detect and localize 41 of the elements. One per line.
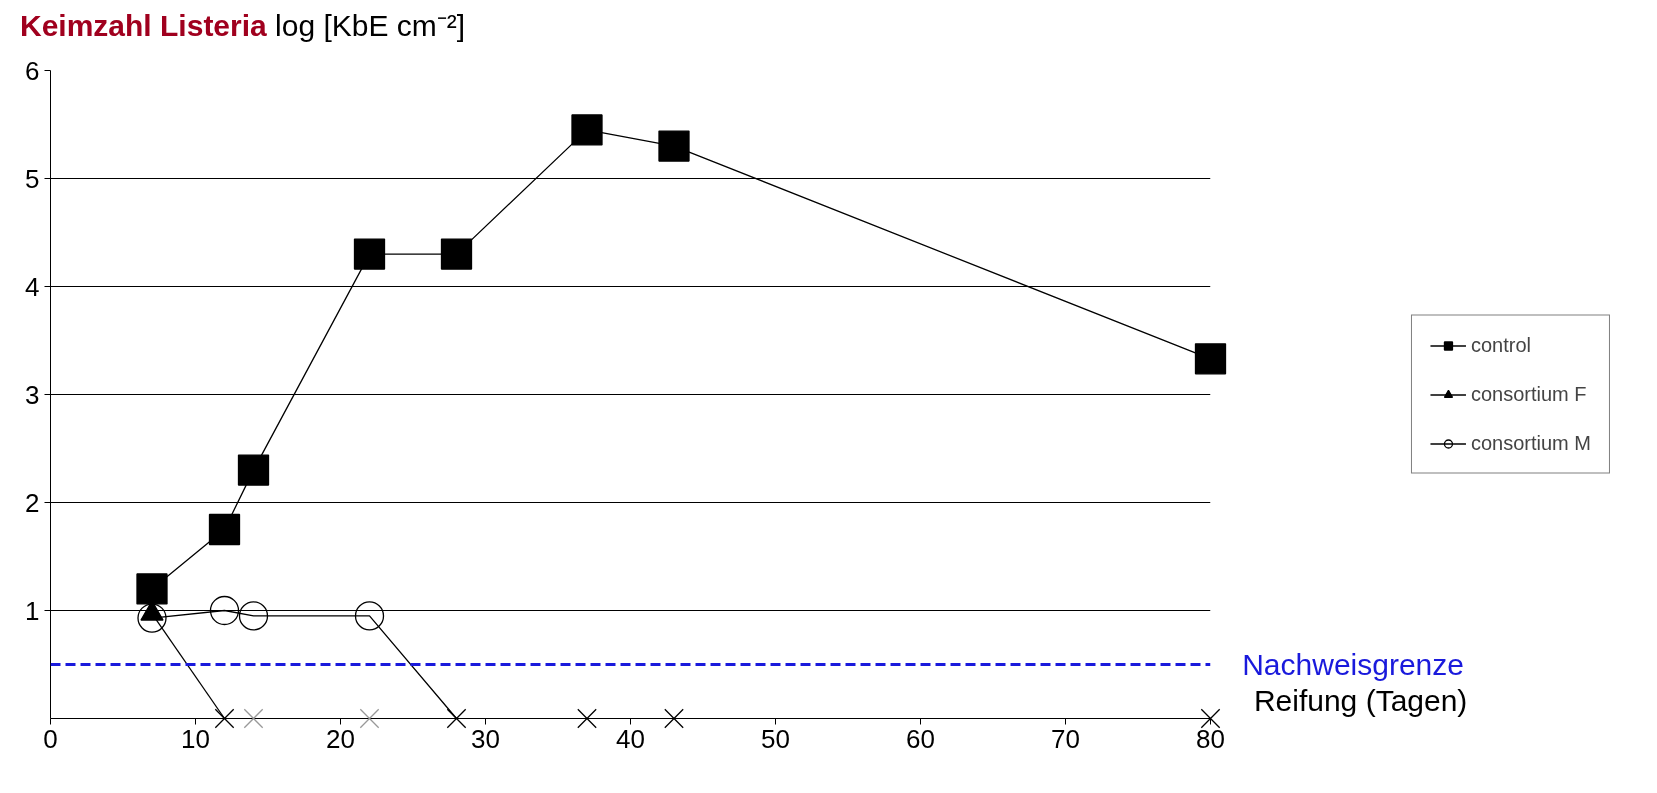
x-tick-label: 60 (906, 723, 935, 754)
y-tick-label: 2 (25, 487, 40, 518)
point (1194, 343, 1227, 375)
ref-line-label: Nachweisgrenze (1242, 648, 1464, 681)
point (209, 595, 240, 626)
point (354, 601, 385, 631)
point (571, 114, 603, 146)
y-tick-label: 3 (25, 379, 40, 410)
y-tick-label: 4 (25, 271, 40, 302)
x-tick-label: 30 (471, 723, 500, 754)
x-tick-label: 10 (181, 723, 210, 754)
x-tick-label: 80 (1196, 723, 1225, 754)
y-tick-label: 5 (25, 163, 40, 194)
point (208, 513, 241, 546)
point (446, 708, 467, 729)
y-tick-label: 6 (25, 55, 40, 86)
x-tick-label: 20 (326, 723, 355, 754)
point (440, 238, 473, 270)
legend-label: consortium F (1470, 382, 1587, 406)
y-axis-title: log [KbE cm⁻²] (275, 9, 466, 42)
legend-label: consortium M (1470, 431, 1591, 455)
point (1200, 708, 1221, 729)
point (664, 708, 684, 729)
point (238, 601, 269, 631)
point (136, 573, 168, 605)
point (577, 708, 597, 729)
y-tick-label: 1 (25, 595, 40, 626)
x-axis-title: Reifung (Tagen) (1253, 683, 1468, 717)
point (359, 708, 380, 729)
x-tick-label: 0 (43, 723, 58, 754)
point (137, 603, 167, 633)
x-tick-label: 50 (761, 723, 790, 754)
legend-label: control (1470, 333, 1531, 357)
point (214, 708, 235, 729)
x-tick-label: 70 (1051, 723, 1080, 754)
point (658, 130, 690, 162)
chart-title: Keimzahl Listeria (20, 9, 267, 42)
point (243, 708, 264, 729)
x-tick-label: 40 (616, 723, 645, 754)
point (237, 454, 270, 486)
point (353, 238, 386, 270)
